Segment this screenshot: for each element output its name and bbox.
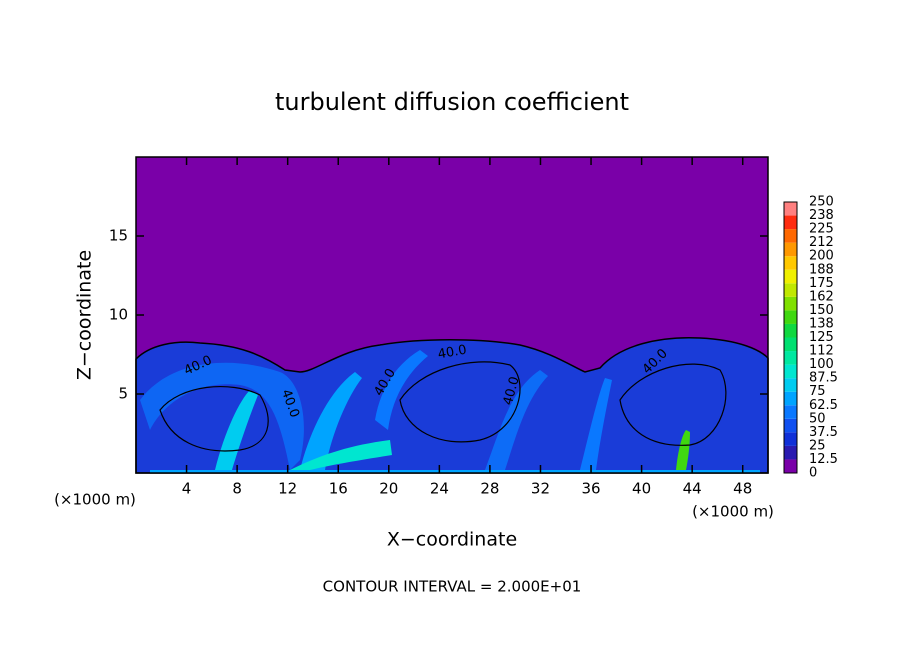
colorbar-label: 162 (809, 289, 834, 304)
x-tick-label: 12 (278, 480, 297, 498)
x-unit-label: (×1000 m) (692, 503, 774, 521)
x-tick-label: 16 (329, 480, 348, 498)
x-tick-label: 36 (581, 480, 600, 498)
streak (215, 390, 258, 470)
colorbar-swatch (784, 364, 797, 379)
x-tick-label: 4 (182, 480, 192, 498)
colorbar-label: 75 (809, 384, 826, 399)
colorbar-label: 100 (809, 357, 834, 372)
colorbar-swatch (784, 215, 797, 230)
x-tick-label: 28 (480, 480, 499, 498)
colorbar-label: 25 (809, 438, 826, 453)
colorbar-swatch (784, 242, 797, 257)
colorbar-swatch (784, 418, 797, 433)
x-axis-label: X−coordinate (387, 529, 517, 551)
x-unit-label: (×1000 m) (54, 491, 136, 509)
colorbar-swatch (784, 229, 797, 243)
x-tick-label: 24 (430, 480, 449, 498)
colorbar-swatch (784, 283, 797, 297)
streak (375, 350, 428, 430)
y-tick-label: 10 (109, 306, 128, 324)
streak (300, 372, 362, 470)
colorbar-label: 188 (809, 262, 834, 277)
colorbar-swatch (784, 202, 797, 216)
x-tick-label: 48 (733, 480, 752, 498)
x-tick-label: 20 (379, 480, 398, 498)
footnote: CONTOUR INTERVAL = 2.000E+01 (323, 578, 582, 596)
colorbar-swatch (784, 351, 797, 365)
colorbar-label: 138 (809, 316, 834, 331)
colorbar-label: 87.5 (809, 371, 838, 386)
colorbar-swatch (784, 256, 797, 270)
streak (676, 430, 690, 470)
colorbar-label: 150 (809, 303, 834, 318)
colorbar-swatch (784, 323, 797, 338)
x-tick-label: 32 (531, 480, 550, 498)
contour-line (159, 385, 269, 452)
colorbar-swatch (784, 445, 797, 460)
chart-title: turbulent diffusion coefficient (275, 88, 629, 116)
colorbar-swatch (784, 296, 797, 311)
colorbar-swatch (784, 432, 797, 446)
colorbar-label: 250 (809, 195, 834, 210)
colorbar-swatch (784, 378, 797, 392)
x-tick-label: 8 (232, 480, 242, 498)
colorbar-label: 62.5 (809, 398, 838, 413)
colorbar-label: 12.5 (809, 452, 838, 467)
field (135, 157, 769, 474)
colorbar-swatch (784, 310, 797, 324)
y-axis-label: Z−coordinate (74, 250, 96, 380)
streak (290, 440, 392, 470)
contour-line (619, 363, 727, 446)
y-tick-label: 5 (118, 385, 128, 403)
colorbar-label: 37.5 (809, 425, 838, 440)
contour-label: 40.0 (437, 343, 468, 363)
contour-line (399, 361, 521, 443)
colorbar-label: 212 (809, 235, 834, 250)
streak (580, 378, 612, 470)
streak (485, 370, 548, 470)
colorbar-label: 238 (809, 208, 834, 223)
x-tick-label: 44 (683, 480, 702, 498)
colorbar-label: 112 (809, 344, 834, 359)
colorbar-label: 50 (809, 411, 826, 426)
colorbar-frame (783, 201, 798, 474)
colorbar-swatch (784, 459, 797, 473)
colorbar-swatch (784, 405, 797, 419)
colorbar-label: 175 (809, 276, 834, 291)
colorbar-swatch (784, 337, 797, 352)
colorbar-swatch (784, 391, 797, 406)
colorbar-label: 225 (809, 222, 834, 237)
y-tick-label: 15 (109, 227, 128, 245)
streak (140, 362, 304, 470)
colorbar-label: 0 (809, 466, 817, 481)
colorbar-label: 200 (809, 249, 834, 264)
colorbar-label: 125 (809, 330, 834, 345)
colorbar-swatch (784, 269, 797, 284)
contour-label: 40.0 (501, 375, 523, 407)
x-tick-label: 40 (632, 480, 651, 498)
